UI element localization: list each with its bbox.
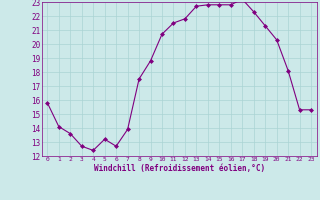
- X-axis label: Windchill (Refroidissement éolien,°C): Windchill (Refroidissement éolien,°C): [94, 164, 265, 173]
